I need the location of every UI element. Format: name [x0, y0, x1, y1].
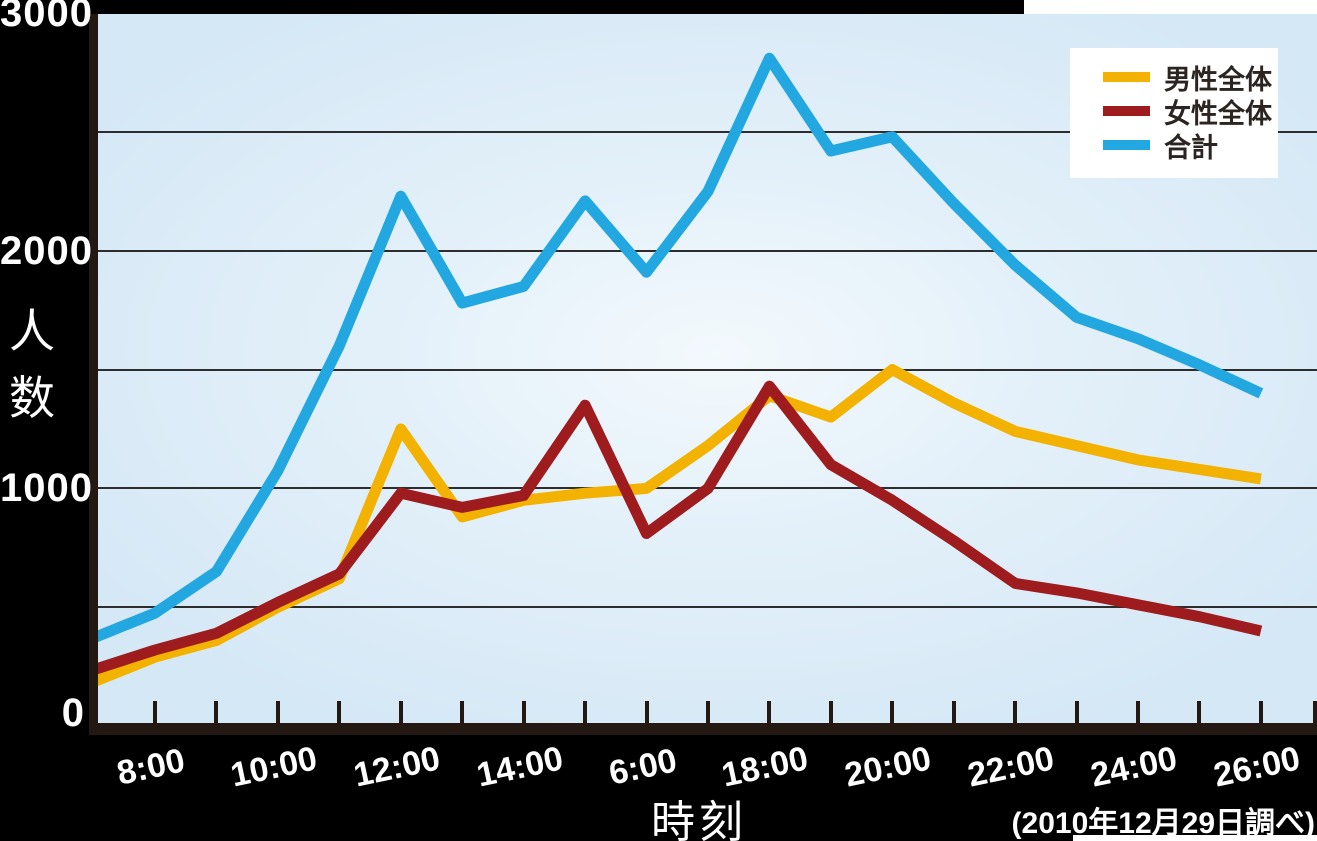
y-tick-label-0: 0 — [61, 691, 85, 735]
tick-2200 — [1013, 701, 1017, 723]
series-line-female — [97, 380, 1263, 675]
tick-1600 — [645, 701, 649, 723]
tick-800 — [153, 701, 157, 723]
tick-1800 — [767, 701, 771, 723]
legend-item-female: 女性全体 — [1103, 94, 1278, 129]
legend-label-female: 女性全体 — [1164, 98, 1272, 129]
legend-swatch-female — [1103, 106, 1150, 116]
series-line-total — [97, 52, 1264, 643]
tick-2600 — [1259, 701, 1263, 723]
y-tick-label-1000: 1000 — [0, 466, 93, 510]
legend-swatch-total — [1103, 140, 1150, 150]
legend-swatch-male — [1103, 72, 1150, 82]
tick-1300 — [460, 701, 464, 723]
x-axis-title: 時刻 — [651, 798, 747, 841]
gridline-1500 — [97, 369, 1317, 371]
y-axis-line — [89, 13, 98, 735]
tick-1900 — [829, 701, 833, 723]
y-axis-title: 人数 — [9, 305, 55, 424]
bottom-right-strip — [1073, 835, 1317, 841]
legend-item-male: 男性全体 — [1103, 60, 1278, 95]
tick-1000 — [276, 701, 280, 723]
series-line-male — [97, 364, 1262, 687]
legend-label-total: 合計 — [1164, 132, 1218, 163]
gridline-500 — [97, 606, 1317, 608]
tick-900 — [214, 701, 218, 723]
legend-label-male: 男性全体 — [1164, 64, 1272, 95]
x-axis-line — [89, 723, 1317, 735]
tick-1700 — [706, 701, 710, 723]
top-right-strip — [1024, 0, 1317, 14]
tick-edge — [1313, 701, 1317, 723]
tick-2400 — [1136, 701, 1140, 723]
gridline-2000 — [97, 250, 1317, 252]
tick-2100 — [952, 701, 956, 723]
legend: 男性全体 女性全体 合計 — [1070, 48, 1278, 178]
tick-2500 — [1197, 701, 1201, 723]
tick-1100 — [337, 701, 341, 723]
tick-2300 — [1075, 701, 1079, 723]
top-border-bar — [0, 0, 1024, 14]
tick-2000 — [890, 701, 894, 723]
y-tick-label-3000: 3000 — [0, 0, 93, 35]
tick-1500 — [583, 701, 587, 723]
tick-1200 — [399, 701, 403, 723]
gridline-2500 — [97, 131, 1317, 133]
legend-item-total: 合計 — [1103, 128, 1278, 163]
source-note: (2010年12月29日調べ) — [1011, 807, 1315, 840]
tick-1400 — [522, 701, 526, 723]
y-tick-label-2000: 2000 — [0, 229, 93, 273]
